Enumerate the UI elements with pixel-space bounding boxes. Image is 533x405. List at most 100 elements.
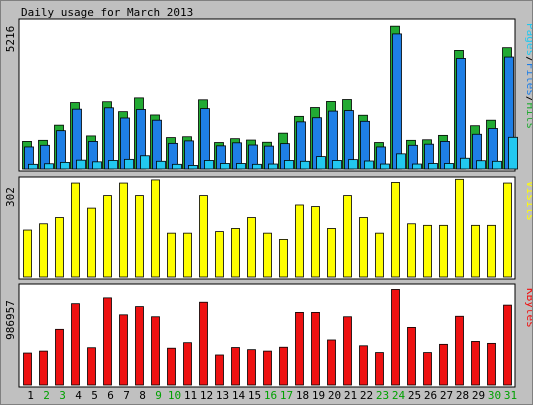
- x-axis-labels: 1 2 3 4 5 6 7 8 9 10 11 12 13 14 15 16 17 18 19 20 21 22 23 24 2…: [27, 389, 517, 402]
- bar-pages: [252, 163, 262, 170]
- x-tick-label: 26: [424, 389, 437, 402]
- x-tick-label: 16: [264, 389, 277, 402]
- bar-pages: [460, 157, 470, 170]
- bar-kbytes: [135, 306, 144, 386]
- bar-kbytes: [503, 304, 512, 386]
- bar-visits: [71, 182, 80, 278]
- bar-kbytes: [199, 301, 208, 386]
- bar-kbytes: [407, 326, 416, 386]
- bar-visits: [183, 232, 192, 278]
- bar-pages: [236, 163, 246, 170]
- bar-pages: [284, 160, 294, 170]
- bar-kbytes: [39, 350, 48, 386]
- x-tick-label: 4: [75, 389, 82, 402]
- bar-kbytes: [359, 345, 368, 386]
- x-tick-label: 20: [328, 389, 341, 402]
- bar-visits: [311, 206, 320, 278]
- bar-pages: [60, 161, 70, 170]
- bar-kbytes: [295, 311, 304, 386]
- bar-kbytes: [71, 303, 80, 386]
- bar-pages: [444, 163, 454, 170]
- x-tick-label: 12: [200, 389, 213, 402]
- bar-pages: [108, 160, 118, 170]
- y-max-label: 5216: [4, 26, 17, 53]
- x-tick-label: 2: [43, 389, 50, 402]
- x-tick-label: 17: [280, 389, 293, 402]
- panels: 5216Pages/Files/Hits302Visits986957KByte…: [4, 18, 532, 388]
- bar-kbytes: [215, 354, 224, 386]
- bar-kbytes: [279, 346, 288, 386]
- bar-pages: [348, 159, 358, 170]
- bar-kbytes: [119, 314, 128, 386]
- x-tick-label: 10: [168, 389, 181, 402]
- y-max-label: 302: [4, 187, 17, 207]
- legend-entry: Pages: [524, 23, 532, 56]
- bar-kbytes: [247, 349, 256, 386]
- bar-pages: [476, 160, 486, 170]
- x-tick-label: 19: [312, 389, 325, 402]
- bar-visits: [503, 182, 512, 278]
- bar-visits: [263, 232, 272, 278]
- bar-kbytes: [327, 339, 336, 386]
- bar-kbytes: [23, 352, 32, 386]
- legend-entry: Files: [524, 63, 532, 96]
- x-tick-label: 31: [504, 389, 517, 402]
- x-tick-label: 6: [107, 389, 114, 402]
- bar-visits: [119, 182, 128, 278]
- x-tick-label: 9: [155, 389, 162, 402]
- bar-files: [200, 108, 210, 170]
- bar-visits: [359, 217, 368, 278]
- bar-visits: [215, 231, 224, 278]
- x-tick-label: 25: [408, 389, 421, 402]
- legend: Pages/Files/Hits: [524, 23, 532, 129]
- bar-pages: [268, 163, 278, 170]
- bar-kbytes: [87, 347, 96, 386]
- bar-pages: [428, 163, 438, 170]
- bar-visits: [39, 223, 48, 278]
- bar-visits: [455, 178, 464, 278]
- bar-kbytes: [471, 341, 480, 386]
- bar-visits: [343, 195, 352, 278]
- bar-visits: [279, 239, 288, 278]
- x-tick-label: 8: [139, 389, 146, 402]
- bar-visits: [135, 195, 144, 278]
- bar-pages: [76, 159, 86, 170]
- bar-kbytes: [343, 316, 352, 386]
- x-tick-label: 1: [27, 389, 34, 402]
- bar-visits: [439, 224, 448, 278]
- bar-pages: [364, 160, 374, 170]
- bar-visits: [247, 217, 256, 278]
- bar-pages: [140, 155, 150, 170]
- x-tick-label: 22: [360, 389, 373, 402]
- bar-pages: [396, 153, 406, 170]
- bar-kbytes: [487, 342, 496, 386]
- x-tick-label: 11: [184, 389, 197, 402]
- x-tick-label: 5: [91, 389, 98, 402]
- panel-kbytes: 986957 KBytes: [4, 283, 532, 388]
- bar-pages: [44, 163, 54, 170]
- bar-visits: [407, 223, 416, 278]
- bar-visits: [487, 224, 496, 278]
- bar-pages: [204, 160, 214, 170]
- bar-pages: [412, 163, 422, 170]
- bar-pages: [508, 136, 518, 170]
- x-tick-label: 23: [376, 389, 389, 402]
- chart-title: Daily usage for March 2013: [21, 6, 193, 19]
- x-tick-label: 3: [59, 389, 66, 402]
- legend-entry: Visits: [524, 181, 532, 221]
- bar-pages: [316, 156, 326, 170]
- bar-pages: [332, 160, 342, 170]
- bar-pages: [156, 160, 166, 170]
- bar-visits: [327, 228, 336, 278]
- bar-files: [456, 58, 466, 170]
- bar-kbytes: [183, 342, 192, 386]
- bar-visits: [23, 229, 32, 278]
- bar-pages: [492, 160, 502, 170]
- bar-kbytes: [375, 352, 384, 386]
- bar-pages: [92, 161, 102, 170]
- legend-separator: /: [524, 96, 532, 103]
- x-tick-label: 18: [296, 389, 309, 402]
- bar-pages: [300, 160, 310, 170]
